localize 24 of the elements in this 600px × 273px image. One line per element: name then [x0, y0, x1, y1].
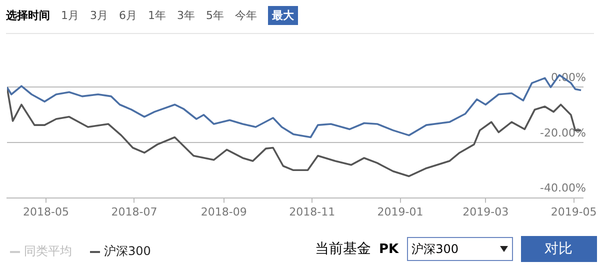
x-tick-label: 2018-09	[200, 205, 247, 218]
x-tick-label: 2019-05	[550, 205, 597, 218]
text: 3年	[177, 8, 195, 23]
legend-label: 同类平均	[23, 243, 72, 260]
y-tick-label: -20.00%	[540, 126, 586, 140]
x-tick-label: 2019-01	[377, 205, 424, 218]
text: 今年	[235, 8, 257, 23]
text: 1月	[61, 8, 79, 23]
x-tick-label: 2018-05	[23, 205, 70, 218]
text: 对比	[520, 236, 597, 262]
y-tick-label: -40.00%	[540, 182, 586, 195]
text: 当前基金	[315, 240, 371, 258]
text: 最大	[268, 6, 298, 25]
text: 选择时间	[6, 8, 50, 23]
text: 3月	[90, 8, 108, 23]
x-tick-label: 2018-11	[289, 205, 336, 218]
x-tick-label: 2019-03	[462, 205, 509, 218]
text: 5年	[206, 8, 224, 23]
text: PK	[379, 242, 399, 256]
legend-label: 沪深300	[103, 243, 151, 260]
text: 6月	[119, 8, 137, 23]
select-field: 沪深300	[406, 237, 513, 261]
x-tick-label: 2018-07	[111, 205, 158, 218]
text: 1年	[148, 8, 166, 23]
